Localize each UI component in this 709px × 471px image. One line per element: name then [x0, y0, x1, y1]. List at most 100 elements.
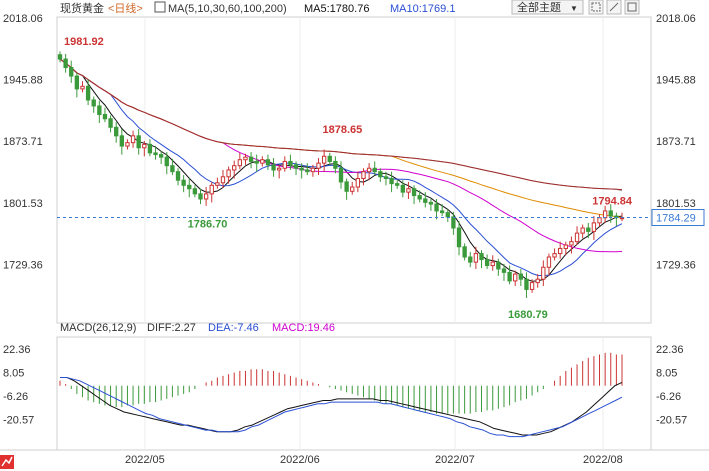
macd-tick-left: 22.36	[3, 344, 31, 356]
candle-body	[344, 181, 349, 192]
price-tick-left: 1873.71	[3, 136, 43, 148]
candle-body	[355, 177, 361, 188]
candle-body	[591, 222, 597, 232]
candle-body	[187, 184, 192, 190]
candle-body	[563, 244, 568, 249]
grid-icon[interactable]	[588, 0, 604, 15]
candle-body	[597, 217, 602, 224]
last-price-box	[651, 209, 705, 227]
macd-label: MACD(26,12,9)	[60, 322, 136, 334]
candle-body	[529, 282, 535, 290]
candle-body	[153, 152, 158, 156]
theme-selector[interactable]: 全部主题 ▼	[511, 0, 584, 15]
candle-body	[439, 210, 445, 214]
period-label[interactable]: <日线>	[108, 1, 143, 15]
candle-body	[479, 253, 484, 261]
candle-body	[602, 210, 608, 219]
candle-body	[321, 155, 327, 164]
macd-tick-left: -20.57	[3, 415, 34, 427]
candle-body	[282, 160, 287, 169]
chevron-down-icon[interactable]: ▼	[570, 4, 578, 13]
x-tick-label: 2022/05	[125, 454, 165, 466]
price-tick-right: 1729.36	[656, 259, 696, 271]
macd-tick-right: 22.36	[656, 344, 684, 356]
price-tick-left: 1729.36	[3, 259, 43, 271]
candle-body	[490, 261, 495, 267]
candle-body	[507, 271, 512, 282]
candle-body	[462, 246, 467, 258]
candle-body	[277, 167, 282, 171]
candle-body	[366, 167, 372, 173]
candle-body	[496, 261, 501, 270]
candle-body	[513, 273, 518, 282]
candle-body	[226, 169, 231, 178]
candle-body	[108, 118, 113, 128]
ma10-value: MA10:1769.1	[390, 3, 455, 15]
candle-body	[119, 135, 124, 147]
candle-body	[327, 155, 332, 162]
candle-body	[451, 216, 456, 229]
candle-body	[484, 259, 490, 267]
candle-body	[288, 160, 293, 166]
ma-settings-icon[interactable]	[154, 1, 166, 13]
macd-tick-left: 8.05	[3, 368, 24, 380]
candle-body	[254, 160, 259, 164]
candle-body	[158, 154, 164, 158]
price-pane-frame	[56, 16, 652, 324]
last-price-label: 1784.29	[656, 213, 696, 225]
macd-diff-value: DIFF:2.27	[147, 322, 196, 334]
candle-body	[181, 179, 186, 186]
candle-body	[97, 105, 102, 115]
candle-body	[428, 201, 434, 205]
candle-body	[350, 186, 355, 192]
price-tick-right: 1801.53	[656, 198, 696, 210]
toolbar-icons[interactable]	[588, 0, 640, 15]
candle-body	[524, 278, 529, 290]
price-tick-right: 1873.71	[656, 136, 696, 148]
candle-body	[232, 165, 237, 171]
price-annotation: 1878.65	[323, 124, 363, 136]
candle-body	[147, 143, 153, 154]
instrument-name: 现货黄金	[60, 1, 104, 15]
candle-body	[203, 193, 209, 200]
chart-logo-icon	[0, 455, 14, 469]
candle-body	[389, 177, 394, 185]
candle-body	[383, 176, 389, 179]
theme-label[interactable]: 全部主题	[517, 0, 561, 14]
macd-value: MACD:19.46	[272, 322, 335, 334]
candle-body	[518, 273, 524, 280]
candle-body	[91, 99, 96, 107]
price-tick-left: 1801.53	[3, 198, 43, 210]
candle-body	[130, 135, 136, 144]
price-annotation: 1794.84	[592, 196, 633, 208]
candle-body	[299, 167, 304, 171]
candle-body	[220, 176, 226, 184]
macd-tick-right: -6.26	[656, 391, 681, 403]
candle-body	[552, 253, 557, 258]
candle-body	[406, 188, 411, 193]
candle-body	[338, 167, 344, 183]
candle-body	[69, 67, 74, 77]
candle-body	[546, 256, 552, 268]
candle-body	[586, 227, 591, 232]
candle-body	[423, 198, 428, 203]
candle-body	[136, 135, 141, 149]
candle-body	[192, 188, 198, 195]
fullscreen-icon[interactable]	[624, 0, 640, 15]
candle-body	[305, 169, 310, 173]
macd-dea-line	[60, 377, 623, 438]
candle-body	[80, 85, 85, 90]
x-tick-label: 2022/07	[435, 454, 475, 466]
candle-body	[102, 113, 108, 120]
candle-body	[293, 164, 299, 169]
candle-body	[237, 159, 243, 167]
candle-body	[57, 54, 63, 60]
macd-tick-right: 8.05	[656, 368, 677, 380]
macd-dea-value: DEA:-7.46	[208, 322, 259, 334]
price-tick-right: 1945.88	[656, 75, 696, 87]
candle-body	[473, 253, 479, 263]
candle-body	[209, 184, 214, 195]
candle-body	[198, 193, 203, 200]
candle-body	[243, 156, 248, 161]
candle-body	[569, 241, 574, 246]
